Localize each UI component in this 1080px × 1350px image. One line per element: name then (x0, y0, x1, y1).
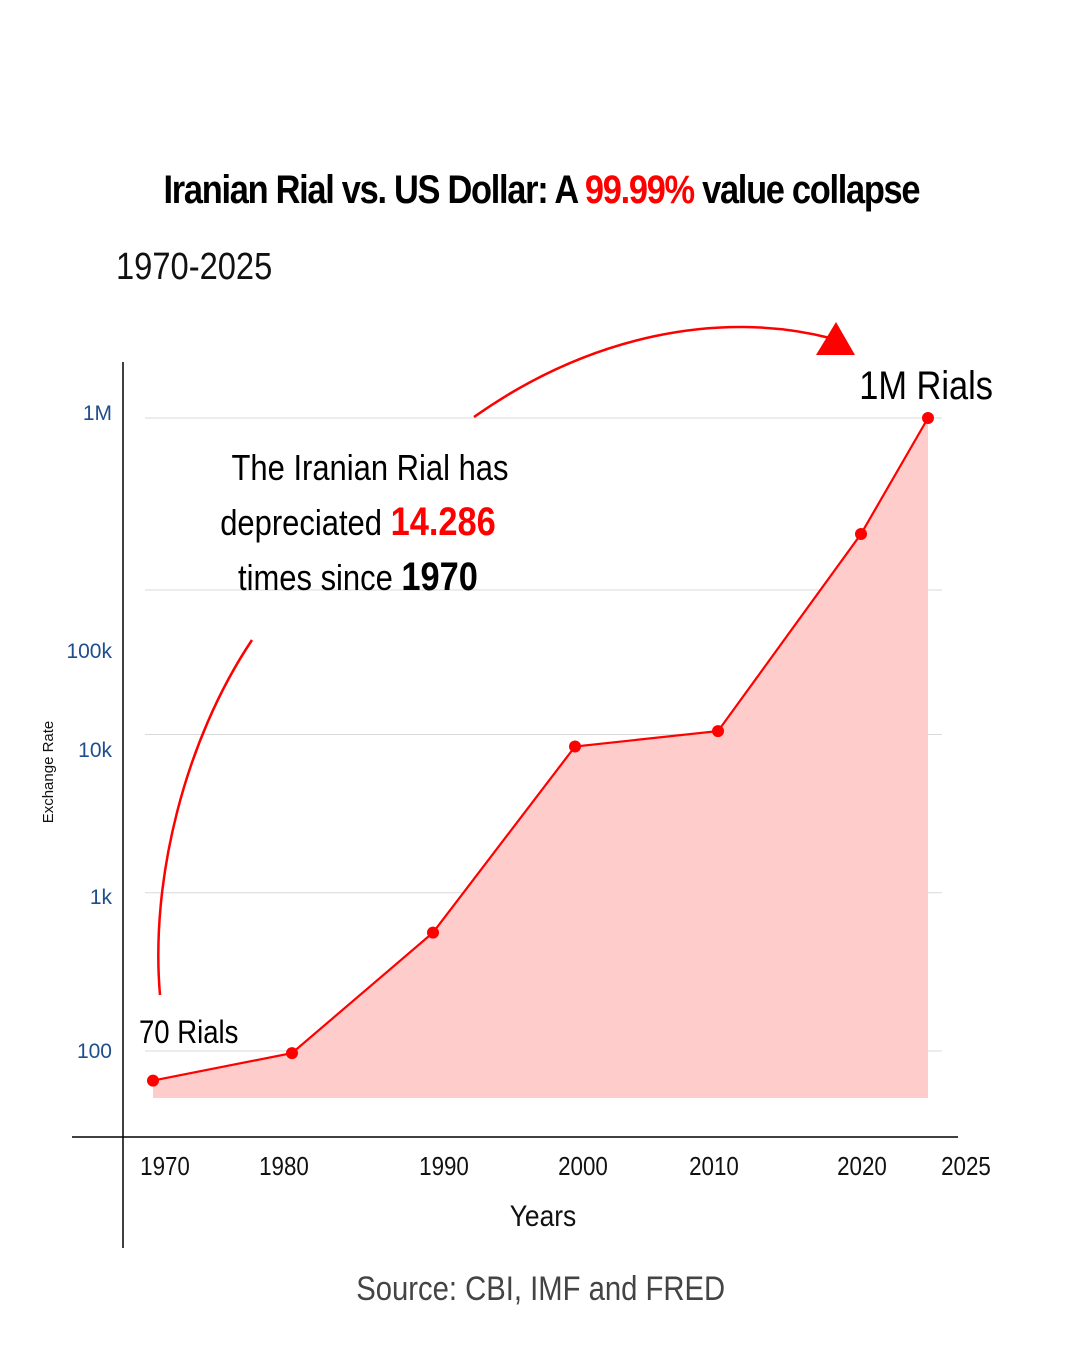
start-year-value: 1970 (401, 554, 478, 599)
x-axis-label: Years (510, 1198, 577, 1232)
y-tick-label: 100k (66, 640, 112, 663)
depreciation-value: 14.286 (391, 499, 496, 544)
x-tick-labels: 1970 1980 1990 2000 2010 2020 2025 (140, 1152, 991, 1181)
y-tick-label: 1k (90, 886, 113, 909)
title-prefix: Iranian Rial vs. US Dollar: A (163, 168, 585, 212)
y-axis-label: Exchange Rate (40, 721, 57, 824)
y-tick-label: 100 (77, 1040, 112, 1063)
annotation-line-1: The Iranian Rial has (232, 449, 509, 489)
left-arrow-curve (157, 639, 254, 996)
x-tick-label: 2020 (837, 1152, 887, 1181)
x-tick-label: 1970 (140, 1152, 190, 1181)
data-point-2025 (922, 412, 934, 424)
x-tick-label: 1990 (419, 1152, 469, 1181)
title-suffix: value collapse (693, 168, 920, 212)
chart-subtitle: 1970-2025 (116, 246, 273, 288)
data-point-1990 (427, 926, 439, 939)
data-point-2000 (569, 740, 581, 753)
data-point-1980 (286, 1047, 298, 1060)
annotation-line-2: depreciated 14.286 (220, 499, 496, 544)
arrow-head-icon (816, 322, 855, 355)
x-tick-label: 2010 (689, 1152, 739, 1181)
data-point-2010 (712, 725, 724, 738)
x-tick-label: 2000 (558, 1152, 608, 1181)
data-point-2020 (855, 528, 867, 540)
start-value-label: 70 Rials (139, 1015, 238, 1050)
annotation-block: The Iranian Rial has depreciated 14.286 … (139, 363, 993, 1051)
data-point-1970 (147, 1074, 159, 1087)
end-value-label: 1M Rials (859, 363, 993, 408)
data-points (147, 412, 934, 1087)
annotation-line-3-prefix: times since (238, 559, 401, 599)
y-tick-label: 1M (83, 402, 112, 425)
annotation-line-2-prefix: depreciated (220, 504, 390, 544)
annotation-line-3: times since 1970 (238, 554, 478, 599)
title-highlight: 99.99% (584, 168, 695, 212)
chart-title: Iranian Rial vs. US Dollar: A 99.99% val… (77, 168, 1006, 213)
y-tick-labels: 100 1k 10k 100k 1M (66, 402, 112, 1063)
top-arrow-curve (473, 325, 831, 419)
x-tick-label: 2025 (941, 1152, 991, 1181)
x-tick-label: 1980 (259, 1152, 309, 1181)
source-note: Source: CBI, IMF and FRED (356, 1270, 726, 1308)
y-tick-label: 10k (78, 739, 112, 762)
area-fill (153, 418, 928, 1098)
